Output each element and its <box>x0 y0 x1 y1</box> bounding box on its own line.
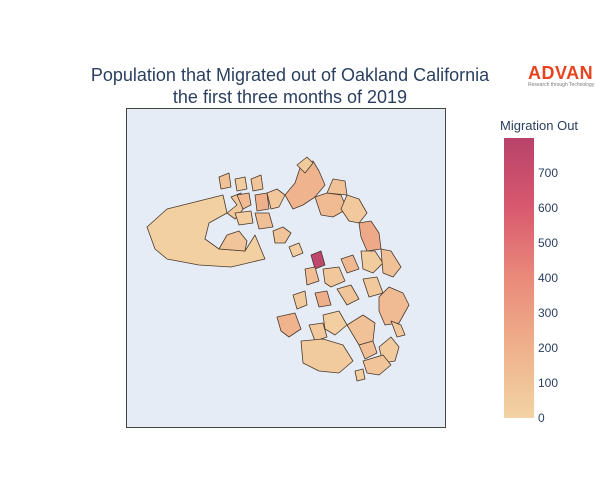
colorbar-tick-400: 400 <box>538 271 559 285</box>
map-region[interactable] <box>358 340 378 360</box>
map-region[interactable] <box>288 242 304 258</box>
map-region[interactable] <box>266 188 286 210</box>
colorbar-tick-600: 600 <box>538 201 559 215</box>
map-region[interactable] <box>354 368 366 382</box>
logo-tagline: Research through Technology <box>528 82 595 88</box>
map-region[interactable] <box>322 310 348 336</box>
colorbar-gradient <box>504 138 534 418</box>
map-region[interactable] <box>346 314 376 346</box>
colorbar-tick-200: 200 <box>538 341 559 355</box>
colorbar-tick-500: 500 <box>538 236 559 250</box>
colorbar-tick-100: 100 <box>538 376 559 390</box>
map-region[interactable] <box>380 248 402 278</box>
map-region[interactable] <box>340 254 360 274</box>
map-region[interactable] <box>254 212 274 230</box>
chart-title-line1: Population that Migrated out of Oakland … <box>90 65 490 85</box>
map-region[interactable] <box>276 312 302 338</box>
map-region[interactable] <box>322 266 346 288</box>
map-region[interactable] <box>362 354 392 376</box>
map-region[interactable] <box>340 194 368 224</box>
map-region[interactable] <box>362 276 384 298</box>
map-region[interactable] <box>360 250 384 274</box>
map-region[interactable] <box>272 226 292 244</box>
map-region[interactable] <box>314 192 348 218</box>
map-region[interactable] <box>234 176 248 192</box>
map-region[interactable] <box>218 172 232 190</box>
map-region[interactable] <box>304 266 320 286</box>
map-region[interactable] <box>314 290 332 308</box>
map-region[interactable] <box>236 192 252 210</box>
map-region[interactable] <box>250 174 264 192</box>
advan-logo: ADVAN Research through Technology <box>528 64 594 88</box>
map-region[interactable] <box>358 220 382 252</box>
map-region[interactable] <box>390 320 406 338</box>
choropleth-map[interactable] <box>126 108 446 428</box>
map-region[interactable] <box>300 338 354 374</box>
map-region[interactable] <box>254 192 270 212</box>
chart-title: Population that Migrated out of Oakland … <box>40 64 540 108</box>
map-region[interactable] <box>234 210 254 226</box>
colorbar-title: Migration Out <box>500 118 579 133</box>
map-region[interactable] <box>292 290 308 310</box>
map-region[interactable] <box>378 286 410 326</box>
colorbar-tick-700: 700 <box>538 166 559 180</box>
map-region[interactable] <box>218 230 248 252</box>
map-region[interactable] <box>336 284 360 306</box>
map-region[interactable] <box>326 178 348 196</box>
region-layer <box>146 156 410 382</box>
map-canvas <box>146 156 410 382</box>
colorbar-tick-0: 0 <box>538 411 545 425</box>
map-region[interactable] <box>296 156 314 174</box>
map-region[interactable] <box>310 250 326 270</box>
map-region[interactable] <box>308 322 328 342</box>
colorbar-tick-300: 300 <box>538 306 559 320</box>
logo-name: ADVAN <box>528 63 594 83</box>
chart-title-line2: the first three months of 2019 <box>172 87 408 107</box>
